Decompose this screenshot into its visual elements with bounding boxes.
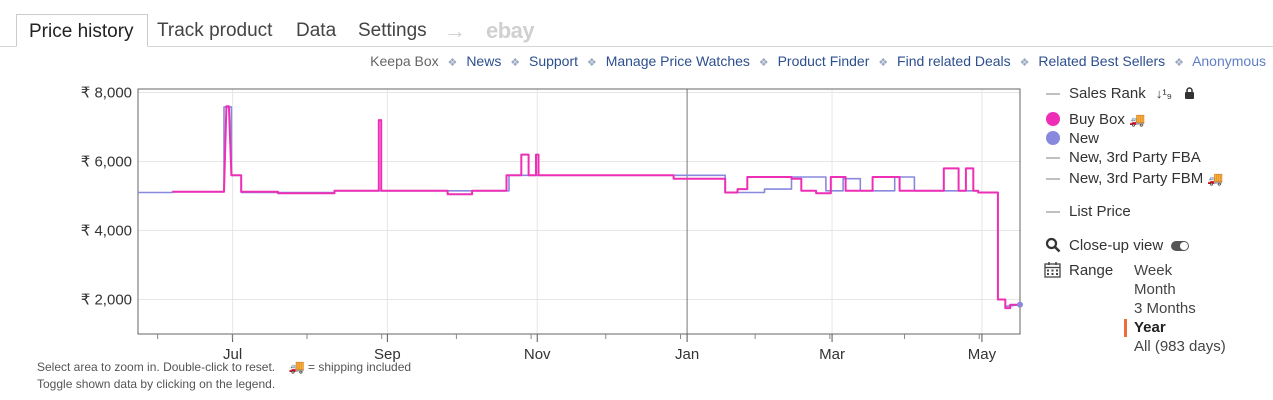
- tab-baseline: [0, 46, 1273, 47]
- y-tick-label: ₹ 4,000: [81, 222, 132, 239]
- x-tick-label: Jul: [223, 346, 242, 363]
- calendar-icon: [1044, 262, 1061, 278]
- range-all[interactable]: All (983 days): [1134, 338, 1226, 355]
- series-line-buy-box: [172, 105, 1020, 310]
- toggle-switch[interactable]: [1171, 241, 1190, 252]
- tab-ebay[interactable]: ebay: [486, 18, 535, 43]
- legend-dash: [1046, 157, 1060, 160]
- range-3-months[interactable]: 3 Months: [1134, 300, 1196, 317]
- separator-icon: ❖: [586, 57, 597, 69]
- sort-numeric-icon[interactable]: ↓¹₉: [1155, 86, 1172, 101]
- zoom-hint: Select area to zoom in. Double-click to …: [37, 359, 411, 375]
- range-label-row: Range: [1042, 261, 1113, 281]
- link-find-related-deals[interactable]: Find related Deals: [897, 53, 1011, 69]
- legend-new[interactable]: New: [1042, 129, 1099, 149]
- legend-label: New, 3rd Party FBA: [1069, 149, 1201, 166]
- legend-new-fba[interactable]: New, 3rd Party FBA: [1042, 148, 1201, 168]
- tab-settings[interactable]: Settings: [358, 20, 427, 41]
- legend-label: Sales Rank: [1069, 85, 1146, 102]
- range-week[interactable]: Week: [1134, 262, 1173, 279]
- shipping-hint-text: = shipping included: [307, 360, 412, 374]
- y-tick-label: ₹ 8,000: [81, 84, 132, 101]
- tab-data[interactable]: Data: [296, 20, 337, 41]
- legend-dash: [1046, 211, 1060, 214]
- legend-dot: [1046, 131, 1060, 146]
- legend-list-price[interactable]: List Price: [1042, 202, 1131, 222]
- link-manage-price-watches[interactable]: Manage Price Watches: [605, 53, 750, 69]
- tab-price-history[interactable]: Price history: [16, 14, 148, 47]
- chart-grid: [138, 89, 1020, 334]
- legend-dot: [1046, 112, 1060, 127]
- legend-buy-box[interactable]: Buy Box 🚚: [1042, 110, 1145, 130]
- separator-icon: ❖: [447, 57, 458, 69]
- link-support[interactable]: Support: [528, 53, 579, 69]
- x-tick-label: Jan: [675, 346, 699, 363]
- zoom-hint-text: Select area to zoom in. Double-click to …: [37, 360, 276, 374]
- search-icon: [1045, 237, 1061, 253]
- x-tick-label: Sep: [374, 346, 401, 363]
- series-end-point: [1017, 301, 1023, 308]
- range-month[interactable]: Month: [1134, 281, 1176, 298]
- separator-icon: ❖: [510, 57, 521, 69]
- tab-bar: Price history Track product Data Setting…: [0, 0, 1273, 48]
- x-axis: Jul Sep Nov Jan Mar May: [157, 334, 997, 363]
- links-bar: Keepa Box ❖ News ❖ Support ❖ Manage Pric…: [370, 53, 1266, 69]
- separator-icon: ❖: [1019, 57, 1030, 69]
- legend-new-fbm[interactable]: New, 3rd Party FBM 🚚: [1042, 169, 1224, 189]
- separator-icon: ❖: [1174, 57, 1184, 69]
- link-keepa-box[interactable]: Keepa Box: [370, 53, 439, 69]
- tab-track-product[interactable]: Track product: [157, 20, 273, 41]
- y-tick-label: ₹ 6,000: [81, 153, 132, 170]
- range-selected-marker: [1124, 319, 1127, 337]
- separator-icon: ❖: [758, 57, 769, 69]
- plot-area[interactable]: [137, 88, 1021, 335]
- legend-dash: [1046, 93, 1060, 96]
- range-label: Range: [1069, 262, 1114, 279]
- range-year-label: Year: [1134, 319, 1166, 336]
- range-year[interactable]: Year: [1124, 318, 1166, 337]
- legend-label: Buy Box: [1069, 111, 1125, 128]
- link-related-best-sellers[interactable]: Related Best Sellers: [1038, 53, 1166, 69]
- legend-dash: [1046, 178, 1060, 181]
- separator-icon: ❖: [878, 57, 889, 69]
- legend-sales-rank[interactable]: Sales Rank ↓¹₉: [1042, 84, 1195, 104]
- legend-hint: Toggle shown data by clicking on the leg…: [37, 377, 276, 391]
- link-product-finder[interactable]: Product Finder: [777, 53, 870, 69]
- y-axis: ₹ 2,000 ₹ 4,000 ₹ 6,000 ₹ 8,000: [81, 84, 132, 308]
- x-tick-label: Mar: [819, 346, 845, 363]
- truck-icon: 🚚: [288, 359, 305, 374]
- x-tick-label: Nov: [524, 346, 551, 363]
- x-tick-label: May: [968, 346, 997, 363]
- link-anonymous[interactable]: Anonymous: [1192, 53, 1266, 69]
- price-history-chart[interactable]: ₹ 2,000 ₹ 4,000 ₹ 6,000 ₹ 8,000 Jul Sep Nov Ja…: [0, 78, 1040, 368]
- legend-label: List Price: [1069, 203, 1131, 220]
- y-tick-label: ₹ 2,000: [81, 291, 132, 308]
- arrow-right-icon: →: [444, 18, 466, 43]
- lock-icon[interactable]: [1184, 87, 1195, 99]
- legend-label: New: [1069, 130, 1100, 147]
- closeup-label: Close-up view: [1069, 237, 1164, 254]
- closeup-view-toggle[interactable]: Close-up view: [1042, 236, 1190, 256]
- link-news[interactable]: News: [466, 53, 502, 69]
- legend-label: New, 3rd Party FBM: [1069, 170, 1204, 187]
- chart-series: [138, 105, 1023, 310]
- truck-icon: 🚚: [1207, 171, 1224, 186]
- series-line-new: [138, 106, 1021, 308]
- truck-icon: 🚚: [1129, 112, 1146, 127]
